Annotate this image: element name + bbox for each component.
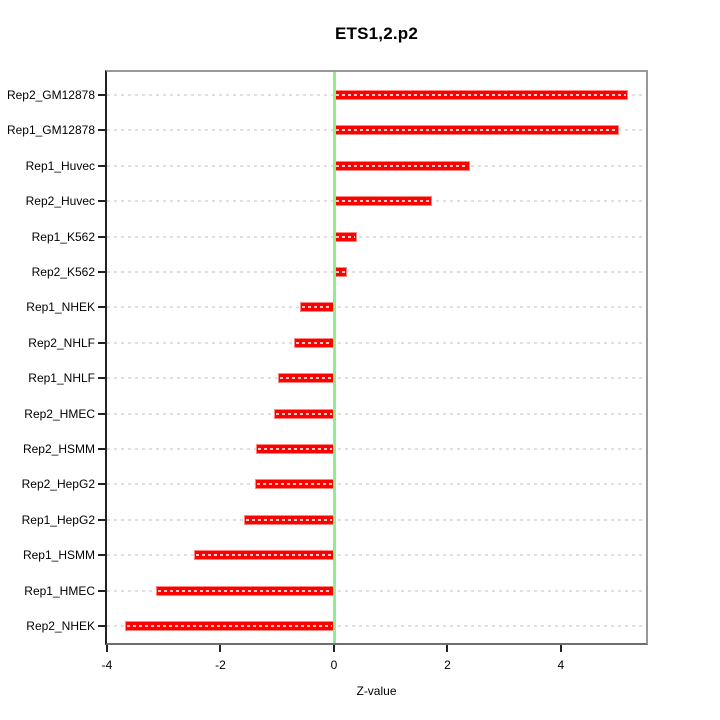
y-axis-tick (98, 200, 105, 203)
x-axis-tick-label: 2 (444, 658, 451, 672)
x-axis-tick-label: 4 (557, 658, 565, 672)
x-axis-tick-label: 0 (330, 658, 338, 672)
y-axis-tick (98, 412, 105, 415)
x-axis-tick (446, 645, 449, 652)
x-axis-tick (332, 645, 335, 652)
y-axis-tick (98, 94, 105, 96)
chart-title: ETS1,2.p2 (334, 24, 419, 43)
bar-dash-pattern (256, 483, 332, 486)
y-axis-tick (98, 625, 105, 627)
y-axis-tick (98, 271, 105, 273)
y-axis-label-Rep1_HSMM: Rep1_HSMM (22, 548, 95, 563)
bar-dash-pattern (246, 518, 332, 521)
y-axis-tick (98, 483, 105, 486)
bar-dash-pattern (195, 554, 332, 557)
bar-Rep2_Huvec (333, 196, 433, 207)
y-axis-label-Rep1_NHLF: Rep1_NHLF (28, 371, 95, 386)
gridline (107, 554, 646, 557)
bar-dash-pattern (335, 94, 626, 96)
gridline (107, 448, 646, 450)
x-axis-tick (106, 645, 108, 652)
gridline (107, 518, 646, 521)
y-axis-label-Rep2_K562: Rep2_K562 (31, 265, 95, 279)
bar-Rep1_HMEC (155, 585, 334, 596)
bar-Rep2_NHEK (125, 621, 334, 631)
x-axis-tick-label: -2 (215, 658, 226, 672)
bar-Rep1_NHLF (278, 373, 334, 384)
y-axis-label-Rep2_NHLF: Rep2_NHLF (28, 335, 95, 350)
bar-Rep2_HMEC (274, 408, 334, 419)
bar-dash-pattern (296, 341, 332, 344)
y-axis-label-Rep1_HMEC: Rep1_HMEC (24, 583, 95, 598)
bar-Rep2_GM12878 (333, 90, 628, 100)
y-axis-tick (98, 448, 105, 450)
y-axis-label-Rep2_HepG2: Rep2_HepG2 (21, 477, 95, 492)
y-axis-tick (98, 377, 105, 380)
gridline (107, 625, 646, 627)
bar-Rep1_Huvec (333, 160, 471, 171)
bar-Rep1_K562 (333, 231, 357, 242)
bar-dash-pattern (127, 625, 332, 627)
bar-dash-pattern (335, 164, 469, 167)
gridline (107, 412, 646, 415)
zero-reference-line (332, 72, 336, 643)
y-axis-tick (98, 235, 105, 238)
y-axis-tick (98, 306, 105, 309)
bar-dash-pattern (157, 589, 332, 592)
y-axis-label-Rep1_K562: Rep1_K562 (31, 229, 95, 244)
y-axis-label-Rep1_GM12878: Rep1_GM12878 (6, 123, 95, 138)
x-axis-tick-label: -4 (101, 658, 113, 672)
y-axis-tick (98, 164, 105, 167)
gridline (107, 306, 646, 309)
x-axis-tick (219, 645, 222, 652)
y-axis-label-Rep1_HepG2: Rep1_HepG2 (21, 512, 95, 527)
y-axis-tick (98, 554, 105, 557)
gridline (107, 341, 646, 344)
y-axis-label-Rep2_NHEK: Rep2_NHEK (26, 619, 95, 633)
gridline (107, 377, 646, 380)
bar-dash-pattern (335, 200, 431, 203)
y-axis-label-Rep1_Huvec: Rep1_Huvec (25, 158, 95, 173)
bar-Rep2_HepG2 (254, 479, 334, 490)
bar-Rep1_NHEK (299, 302, 334, 313)
bar-dash-pattern (335, 271, 345, 273)
bar-dash-pattern (276, 412, 332, 415)
plot-area (105, 70, 648, 645)
bar-Rep1_GM12878 (333, 125, 620, 136)
y-axis-label-Rep2_Huvec: Rep2_Huvec (25, 194, 95, 209)
x-axis-tick (559, 645, 562, 652)
bar-dash-pattern (257, 448, 332, 450)
bar-Rep2_HSMM (255, 444, 334, 454)
x-axis-title: Z-value (356, 684, 397, 698)
y-axis-tick (98, 589, 105, 592)
y-axis-label-Rep2_HSMM: Rep2_HSMM (22, 442, 95, 456)
gridline (107, 271, 646, 273)
y-axis-tick (98, 518, 105, 521)
bar-dash-pattern (301, 306, 332, 309)
y-axis-label-Rep1_NHEK: Rep1_NHEK (26, 300, 95, 315)
bar-Rep1_HepG2 (244, 514, 334, 525)
bar-Rep1_HSMM (193, 550, 334, 561)
bar-dash-pattern (280, 377, 332, 380)
bar-dash-pattern (335, 235, 355, 238)
gridline (107, 483, 646, 486)
y-axis-tick (98, 129, 105, 132)
gridline (107, 589, 646, 592)
y-axis-tick (98, 341, 105, 344)
gridline (107, 235, 646, 238)
bar-Rep2_NHLF (294, 337, 334, 348)
y-axis-label-Rep2_GM12878: Rep2_GM12878 (6, 88, 95, 102)
y-axis-label-Rep2_HMEC: Rep2_HMEC (24, 406, 95, 421)
bar-dash-pattern (335, 129, 618, 132)
